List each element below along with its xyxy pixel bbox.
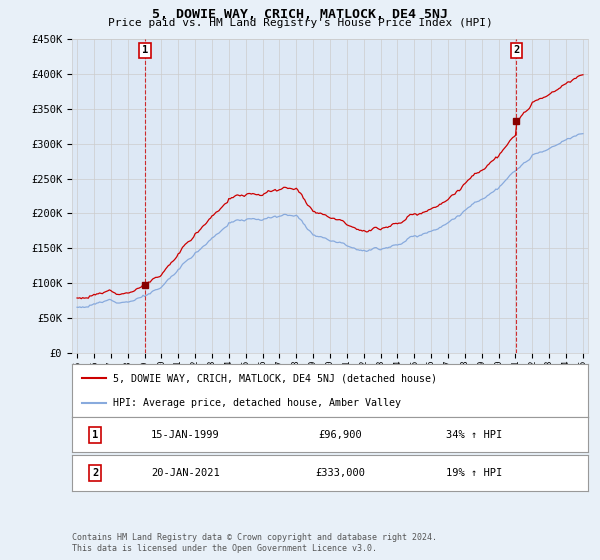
Text: 2: 2 (513, 45, 520, 55)
Text: 1: 1 (92, 430, 98, 440)
Text: Price paid vs. HM Land Registry's House Price Index (HPI): Price paid vs. HM Land Registry's House … (107, 18, 493, 29)
Text: HPI: Average price, detached house, Amber Valley: HPI: Average price, detached house, Ambe… (113, 398, 401, 408)
Text: 20-JAN-2021: 20-JAN-2021 (151, 468, 220, 478)
Text: This data is licensed under the Open Government Licence v3.0.: This data is licensed under the Open Gov… (72, 544, 377, 553)
Text: 2: 2 (92, 468, 98, 478)
Text: 5, DOWIE WAY, CRICH, MATLOCK, DE4 5NJ (detached house): 5, DOWIE WAY, CRICH, MATLOCK, DE4 5NJ (d… (113, 374, 437, 384)
Text: 34% ↑ HPI: 34% ↑ HPI (446, 430, 503, 440)
Text: 5, DOWIE WAY, CRICH, MATLOCK, DE4 5NJ: 5, DOWIE WAY, CRICH, MATLOCK, DE4 5NJ (152, 8, 448, 21)
Text: 15-JAN-1999: 15-JAN-1999 (151, 430, 220, 440)
Text: 1: 1 (142, 45, 148, 55)
Text: 19% ↑ HPI: 19% ↑ HPI (446, 468, 503, 478)
Text: £333,000: £333,000 (316, 468, 365, 478)
Text: £96,900: £96,900 (319, 430, 362, 440)
Text: Contains HM Land Registry data © Crown copyright and database right 2024.: Contains HM Land Registry data © Crown c… (72, 533, 437, 542)
